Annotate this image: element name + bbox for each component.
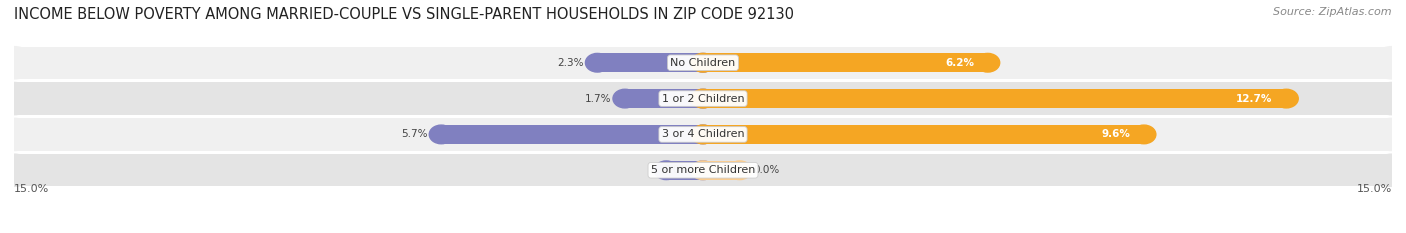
Circle shape — [692, 89, 714, 108]
Bar — [703, 161, 740, 180]
Circle shape — [692, 161, 714, 180]
Circle shape — [692, 125, 714, 144]
Circle shape — [692, 53, 714, 72]
Circle shape — [585, 53, 609, 72]
Text: 9.6%: 9.6% — [1101, 129, 1130, 139]
Circle shape — [654, 161, 678, 180]
Bar — [703, 89, 1286, 108]
Text: Source: ZipAtlas.com: Source: ZipAtlas.com — [1274, 7, 1392, 17]
Circle shape — [429, 125, 453, 144]
Text: 1 or 2 Children: 1 or 2 Children — [662, 94, 744, 104]
Text: 0.0%: 0.0% — [754, 165, 780, 175]
Text: 0.0%: 0.0% — [664, 165, 689, 175]
Circle shape — [613, 89, 637, 108]
Circle shape — [692, 125, 714, 144]
Circle shape — [692, 53, 714, 72]
Bar — [14, 47, 1392, 79]
Text: 3 or 4 Children: 3 or 4 Children — [662, 129, 744, 139]
Circle shape — [692, 89, 714, 108]
Text: 5 or more Children: 5 or more Children — [651, 165, 755, 175]
Bar — [14, 118, 1392, 151]
Text: 15.0%: 15.0% — [1357, 184, 1392, 194]
Bar — [666, 161, 703, 180]
Circle shape — [1371, 118, 1406, 151]
Text: No Children: No Children — [671, 58, 735, 68]
Text: 15.0%: 15.0% — [14, 184, 49, 194]
Circle shape — [1371, 82, 1406, 115]
Circle shape — [0, 82, 35, 115]
Bar — [14, 82, 1392, 115]
Text: 12.7%: 12.7% — [1236, 94, 1272, 104]
Text: 5.7%: 5.7% — [401, 129, 427, 139]
Circle shape — [1371, 47, 1406, 79]
Bar — [14, 154, 1392, 186]
Bar — [624, 89, 703, 108]
Text: 6.2%: 6.2% — [945, 58, 974, 68]
Bar — [703, 53, 988, 72]
Circle shape — [1371, 154, 1406, 186]
Circle shape — [976, 53, 1000, 72]
Circle shape — [0, 47, 35, 79]
Circle shape — [692, 161, 714, 180]
Circle shape — [0, 154, 35, 186]
Bar — [598, 53, 703, 72]
Circle shape — [1274, 89, 1298, 108]
Bar — [441, 125, 703, 144]
Bar — [703, 125, 1144, 144]
Text: INCOME BELOW POVERTY AMONG MARRIED-COUPLE VS SINGLE-PARENT HOUSEHOLDS IN ZIP COD: INCOME BELOW POVERTY AMONG MARRIED-COUPL… — [14, 7, 794, 22]
Text: 2.3%: 2.3% — [557, 58, 583, 68]
Text: 1.7%: 1.7% — [585, 94, 612, 104]
Circle shape — [1132, 125, 1156, 144]
Circle shape — [0, 118, 35, 151]
Circle shape — [728, 161, 752, 180]
